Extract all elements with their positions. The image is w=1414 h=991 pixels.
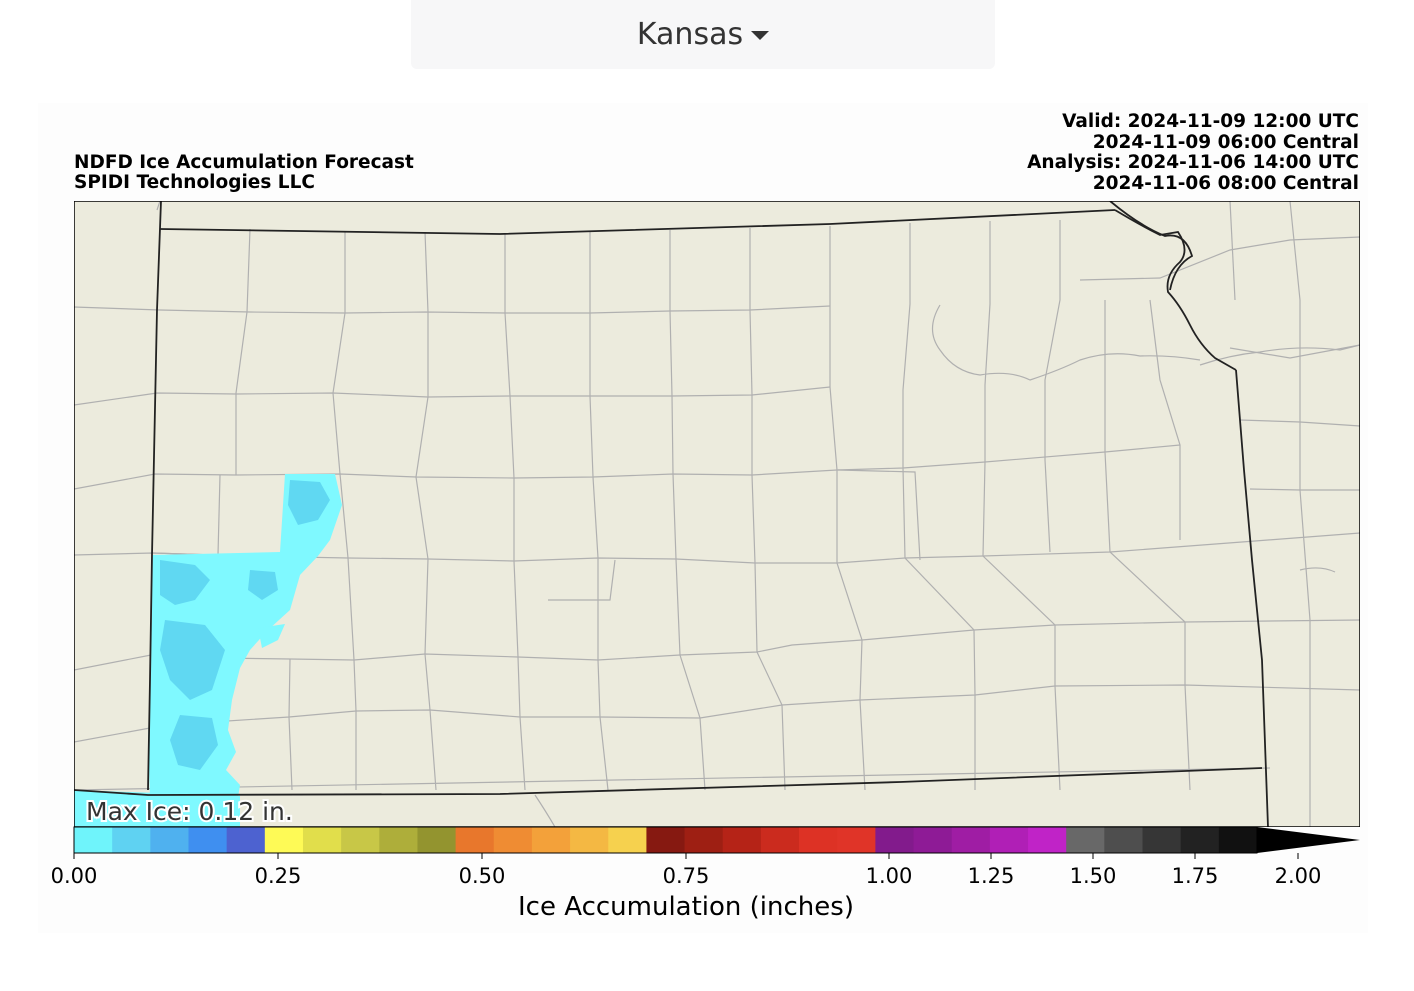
colorbar-swatch [74,827,113,853]
colorbar-swatch [837,827,876,853]
colorbar-swatch [1104,827,1144,853]
colorbar-swatch [684,827,724,853]
colorbar-tick-label: 1.50 [1070,864,1117,888]
colorbar-swatch [760,827,800,853]
colorbar-swatch [1180,827,1220,853]
colorbar-swatch [341,827,380,853]
colorbar-swatch [989,827,1029,853]
colorbar: 0.00 0.25 0.50 0.75 1.00 1.25 1.50 1.75 2.00 Ice… [51,826,1360,922]
colorbar-extend-arrow [1257,827,1360,853]
colorbar-swatch [417,827,457,853]
analysis-time-utc: Analysis: 2024-11-06 14:00 UTC [1027,152,1359,173]
colorbar-swatch [799,827,838,853]
county-boundaries [74,201,1360,827]
colorbar-tick-label: 1.25 [968,864,1015,888]
colorbar-swatch [188,827,228,853]
colorbar-swatch [226,827,266,853]
colorbar-swatch [379,827,419,853]
max-ice-label: Max Ice: 0.12 in. [86,797,293,826]
state-boundaries [74,201,1269,827]
analysis-time-central: 2024-11-06 08:00 Central [1092,172,1359,194]
colorbar-tick-label: 0.50 [459,864,506,888]
colorbar-frame [73,826,1258,854]
colorbar-swatch [646,827,686,853]
colorbar-swatch [608,827,648,853]
valid-time-utc: Valid: 2024-11-09 12:00 UTC [1062,111,1359,132]
colorbar-swatch [913,827,953,853]
colorbar-swatch [1028,827,1067,853]
colorbar-swatch [150,827,190,853]
state-dropdown[interactable]: Kansas [411,0,995,69]
colorbar-label: Ice Accumulation (inches) [518,892,854,922]
map-area [74,201,1360,827]
colorbar-tick-label: 1.00 [866,864,913,888]
colorbar-swatch [112,827,151,853]
colorbar-tick-label: 0.75 [663,864,710,888]
map-background [74,201,1360,827]
colorbar-swatch [455,827,495,853]
product-title: NDFD Ice Accumulation Forecast [74,152,414,173]
colorbar-swatch [302,827,342,853]
colorbar-swatch [1218,827,1258,853]
colorbar-swatch [264,827,304,853]
colorbar-swatch [1142,827,1182,853]
valid-time-central: 2024-11-09 06:00 Central [1092,131,1359,153]
colorbar-tick-label: 0.25 [255,864,302,888]
state-dropdown-label: Kansas [636,17,744,52]
colorbar-swatch [722,827,762,853]
figure-title-block: NDFD Ice Accumulation Forecast SPIDI Tec… [74,153,414,193]
colorbar-swatch [570,827,609,853]
colorbar-ticks: 0.00 0.25 0.50 0.75 1.00 1.25 1.50 1.75 2.00 [51,853,1322,888]
provider-name: SPIDI Technologies LLC [74,172,315,193]
timestamp-block: Valid: 2024-11-09 12:00 UTC 2024-11-09 0… [1027,111,1359,194]
colorbar-tick-label: 2.00 [1275,864,1322,888]
colorbar-swatch [1066,827,1105,853]
colorbar-swatch [493,827,533,853]
colorbar-swatch [875,827,915,853]
colorbar-swatches [74,827,1258,853]
colorbar-tick-label: 0.00 [51,864,98,888]
colorbar-swatch [531,827,571,853]
ice-accumulation-shading [74,474,342,827]
colorbar-tick-label: 1.75 [1172,864,1219,888]
colorbar-swatch [951,827,991,853]
caret-down-icon [751,31,770,40]
